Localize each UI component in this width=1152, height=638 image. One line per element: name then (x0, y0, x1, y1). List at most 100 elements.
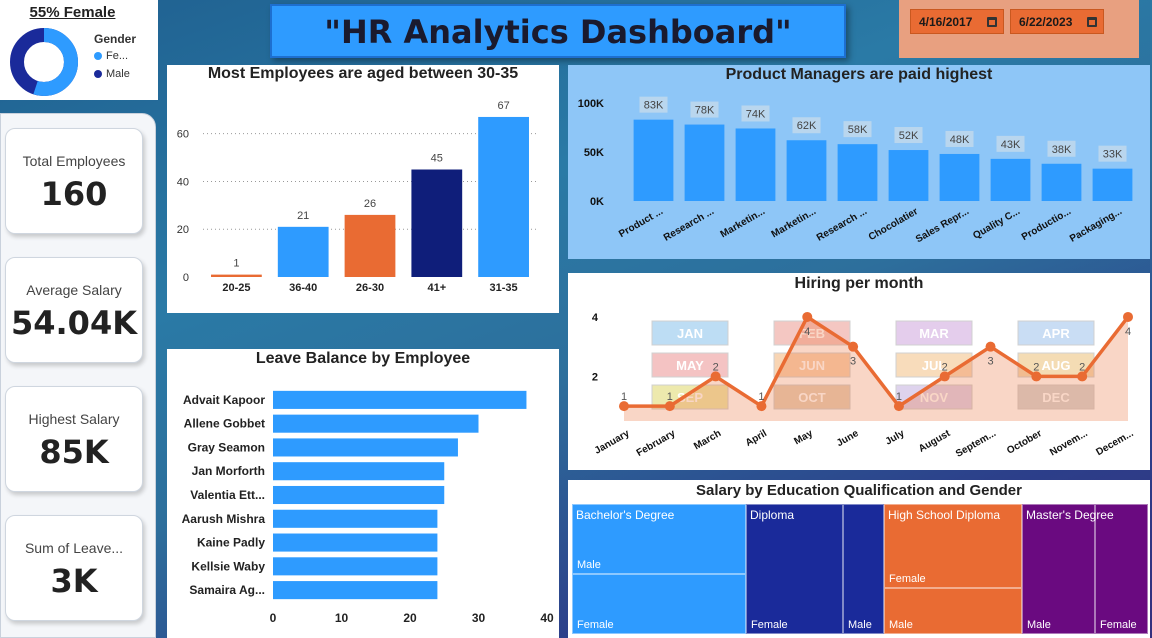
kpi-card-highest-salary[interactable]: Highest Salary 85K (5, 386, 143, 492)
bar-Productio...[interactable] (1041, 163, 1082, 201)
data-label: 3 (987, 356, 993, 368)
data-label-bg (792, 117, 821, 134)
treemap-cell[interactable]: Female (884, 504, 1022, 588)
gender-legend: Gender Fe... Male (94, 32, 136, 86)
point-Decem...[interactable] (1123, 311, 1133, 322)
x-tick-label: 30 (472, 611, 486, 625)
data-label: 45 (431, 153, 443, 165)
data-label: 83K (644, 100, 664, 112)
x-tick-label: Research ... (815, 206, 869, 244)
leave-chart-panel: Leave Balance by Employee Advait Kapoor A… (167, 349, 559, 638)
kpi-card-average-salary[interactable]: Average Salary 54.04K (5, 257, 143, 363)
bar-Marketin...[interactable] (735, 128, 776, 201)
data-label: 26 (364, 198, 376, 210)
legend-item-female[interactable]: Fe... (94, 50, 136, 62)
treemap-group[interactable]: Male Female Master's Degree (1022, 504, 1148, 634)
end-date-input[interactable]: 6/22/2023 (1010, 9, 1104, 34)
bar-20-25[interactable] (211, 274, 262, 277)
point-February[interactable] (664, 401, 675, 412)
x-tick-label: Chocolatier (867, 206, 920, 243)
bar-Kaine Padly[interactable] (273, 533, 438, 552)
male-dot-icon (94, 70, 102, 78)
bar-Sales Repr...[interactable] (939, 153, 980, 201)
month-badge (773, 320, 851, 346)
point-May[interactable] (802, 311, 813, 322)
treemap-group[interactable]: Female Male Diploma (746, 504, 884, 634)
bar-Quality C...[interactable] (990, 158, 1031, 201)
point-March[interactable] (710, 371, 721, 382)
treemap-cell[interactable]: Female (572, 574, 746, 634)
bar-Research ...[interactable] (684, 124, 725, 201)
bar-Allene Gobbet[interactable] (273, 414, 479, 433)
kpi-card-sum-of-leave[interactable]: Sum of Leave... 3K (5, 515, 143, 621)
bar-Chocolatier[interactable] (888, 150, 929, 201)
bar-26-30[interactable] (344, 214, 396, 277)
data-label-bg (741, 105, 770, 122)
data-label: 1 (758, 391, 764, 403)
bar-Samaira Ag...[interactable] (273, 581, 438, 600)
bar-Kellsie Waby[interactable] (273, 557, 438, 576)
point-October[interactable] (1031, 371, 1042, 382)
data-label: 4 (804, 326, 810, 338)
age-chart-panel: Most Employees are aged between 30-35 0 2… (167, 65, 559, 313)
treemap-group[interactable]: Female Male High School Diploma (884, 504, 1022, 634)
bar-Gray Seamon[interactable] (273, 438, 458, 457)
month-badge-label: NOV (920, 390, 949, 405)
data-label: 2 (1033, 361, 1039, 373)
month-badge-label: JUN (799, 358, 825, 373)
legend-item-male[interactable]: Male (94, 68, 136, 80)
x-tick-label: July (884, 428, 907, 448)
x-tick-label: Research ... (662, 206, 716, 244)
bar-Jan Morforth[interactable] (273, 462, 445, 481)
start-date-value: 4/16/2017 (919, 15, 973, 29)
bar-41+[interactable] (411, 169, 463, 278)
treemap-group[interactable]: Male Female Bachelor's Degree (572, 504, 746, 634)
donut-slice-female (10, 28, 78, 96)
gender-donut-chart[interactable] (9, 27, 79, 97)
bar-Product ...[interactable] (633, 119, 674, 201)
month-badge (895, 320, 973, 346)
point-June[interactable] (848, 341, 859, 352)
leave-bar-chart: Advait Kapoor Allene Gobbet Gray Seamon Jan… (182, 390, 554, 625)
month-badge-label: JAN (677, 326, 703, 341)
treemap-cell-label: Female (1100, 619, 1137, 631)
y-tick-label: Advait Kapoor (183, 393, 265, 407)
legend-label-male: Male (106, 68, 130, 80)
y-tick-label: 0 (183, 272, 189, 284)
bar-Packaging...[interactable] (1092, 168, 1133, 201)
point-Septem...[interactable] (985, 341, 996, 352)
start-date-input[interactable]: 4/16/2017 (910, 9, 1004, 34)
point-August[interactable] (939, 371, 950, 382)
treemap-cell[interactable]: Male (572, 504, 746, 574)
bar-Valentia Ett...[interactable] (273, 485, 445, 505)
data-label: 1 (896, 391, 902, 403)
kpi-card-total-employees[interactable]: Total Employees 160 (5, 128, 143, 234)
treemap-cell[interactable]: Male (884, 588, 1022, 634)
treemap-cell[interactable]: Male (1022, 504, 1095, 634)
point-April[interactable] (756, 401, 767, 412)
data-label: 62K (797, 120, 817, 132)
bar-36-40[interactable] (277, 226, 329, 277)
treemap-cell[interactable]: Female (1095, 504, 1148, 634)
y-tick-label: 40 (177, 176, 189, 188)
calendar-icon[interactable] (987, 17, 997, 27)
bar-Advait Kapoor[interactable] (273, 390, 527, 409)
bar-Research ...[interactable] (837, 144, 878, 201)
age-chart-title: Most Employees are aged between 30-35 (207, 65, 519, 82)
series-area (624, 316, 1128, 421)
series-line (624, 314, 1130, 409)
point-July[interactable] (893, 401, 904, 412)
calendar-icon[interactable] (1087, 17, 1097, 27)
date-range-filter: 4/16/2017 6/22/2023 (899, 0, 1139, 58)
bar-31-35[interactable] (478, 116, 529, 277)
y-tick-label: 2 (592, 371, 598, 383)
education-treemap-panel: Salary by Education Qualification and Ge… (568, 480, 1150, 638)
hiring-line-chart: JAN FEB MAR APR MAY JUN JUL AUG SEP OCT NOV DEC 2 4 1 J… (592, 311, 1136, 460)
bar-Aarush Mishra[interactable] (273, 509, 438, 528)
point-Novem...[interactable] (1077, 371, 1088, 382)
bar-Marketin...[interactable] (786, 140, 827, 201)
treemap-cell[interactable]: Male (843, 504, 884, 634)
treemap-cell[interactable]: Female (746, 504, 843, 634)
point-January[interactable] (619, 401, 629, 412)
x-tick-label: 20 (403, 611, 417, 625)
